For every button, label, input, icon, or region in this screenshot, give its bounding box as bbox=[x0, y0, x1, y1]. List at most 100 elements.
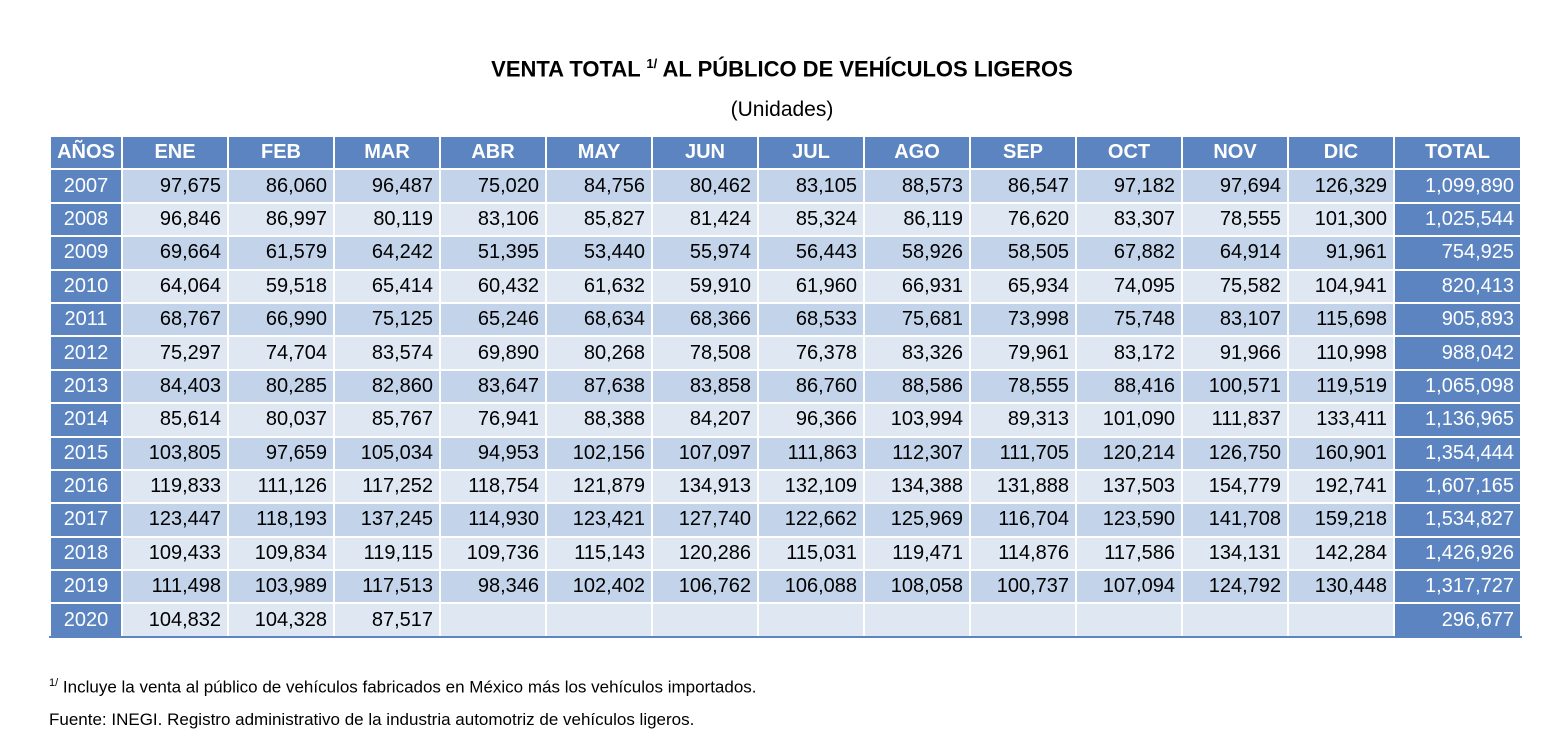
value-cell: 80,462 bbox=[651, 168, 759, 204]
value-cell: 84,403 bbox=[121, 368, 229, 405]
value-cell: 88,586 bbox=[863, 368, 971, 405]
value-cell: 134,388 bbox=[863, 468, 971, 505]
value-cell: 64,242 bbox=[333, 235, 441, 271]
value-cell: 83,307 bbox=[1075, 201, 1183, 238]
value-cell: 73,998 bbox=[969, 301, 1077, 338]
table-row: 2014 85,614 80,037 85,767 76,941 88,388 84,207… bbox=[49, 402, 1522, 438]
value-cell: 101,300 bbox=[1287, 201, 1395, 238]
table-row: 2009 69,664 61,579 64,242 51,395 53,440 55,974… bbox=[49, 235, 1522, 271]
value-cell: 112,307 bbox=[863, 435, 971, 471]
value-cell: 117,513 bbox=[333, 569, 441, 605]
value-cell: 126,750 bbox=[1181, 435, 1289, 471]
value-cell: 87,638 bbox=[545, 368, 653, 405]
value-cell: 103,994 bbox=[863, 402, 971, 438]
total-cell: 1,065,098 bbox=[1393, 368, 1522, 405]
value-cell: 80,119 bbox=[333, 201, 441, 238]
year-cell: 2008 bbox=[49, 201, 123, 238]
value-cell: 76,378 bbox=[757, 335, 865, 371]
year-cell: 2013 bbox=[49, 368, 123, 405]
value-cell: 75,020 bbox=[439, 168, 547, 204]
value-cell: 81,424 bbox=[651, 201, 759, 238]
value-cell: 78,555 bbox=[1181, 201, 1289, 238]
total-cell: 1,607,165 bbox=[1393, 468, 1522, 505]
value-cell: 192,741 bbox=[1287, 468, 1395, 505]
value-cell: 83,326 bbox=[863, 335, 971, 371]
subtitle: (Unidades) bbox=[730, 98, 834, 121]
total-cell: 820,413 bbox=[1393, 268, 1522, 304]
value-cell: 97,694 bbox=[1181, 168, 1289, 204]
value-cell: 123,421 bbox=[545, 502, 653, 538]
value-cell: 83,647 bbox=[439, 368, 547, 405]
column-header: SEP bbox=[969, 134, 1077, 171]
value-cell: 103,989 bbox=[227, 569, 335, 605]
value-cell bbox=[969, 602, 1077, 638]
year-cell: 2014 bbox=[49, 402, 123, 438]
value-cell: 75,125 bbox=[333, 301, 441, 338]
year-cell: 2015 bbox=[49, 435, 123, 471]
year-cell: 2011 bbox=[49, 301, 123, 338]
column-header: TOTAL bbox=[1393, 134, 1522, 171]
value-cell: 123,590 bbox=[1075, 502, 1183, 538]
table-row: 2017 123,447 118,193 137,245 114,930 123,421 1… bbox=[49, 502, 1522, 538]
table-row: 2020 104,832 104,328 87,517 296,677 bbox=[49, 602, 1522, 638]
column-header: DIC bbox=[1287, 134, 1395, 171]
total-cell: 1,317,727 bbox=[1393, 569, 1522, 605]
value-cell: 66,990 bbox=[227, 301, 335, 338]
value-cell: 83,172 bbox=[1075, 335, 1183, 371]
value-cell: 103,805 bbox=[121, 435, 229, 471]
value-cell: 132,109 bbox=[757, 468, 865, 505]
value-cell: 119,519 bbox=[1287, 368, 1395, 405]
value-cell: 64,064 bbox=[121, 268, 229, 304]
value-cell: 75,681 bbox=[863, 301, 971, 338]
value-cell: 118,754 bbox=[439, 468, 547, 505]
value-cell: 114,876 bbox=[969, 535, 1077, 572]
value-cell: 124,792 bbox=[1181, 569, 1289, 605]
value-cell: 86,547 bbox=[969, 168, 1077, 204]
column-header: ABR bbox=[439, 134, 547, 171]
value-cell: 109,433 bbox=[121, 535, 229, 572]
footnote-text: Incluye la venta al público de vehículos… bbox=[62, 677, 757, 697]
value-cell: 61,632 bbox=[545, 268, 653, 304]
value-cell: 65,246 bbox=[439, 301, 547, 338]
value-cell: 68,767 bbox=[121, 301, 229, 338]
value-cell: 94,953 bbox=[439, 435, 547, 471]
value-cell: 111,837 bbox=[1181, 402, 1289, 438]
title-text: VENTA TOTAL bbox=[491, 56, 641, 82]
total-cell: 1,426,926 bbox=[1393, 535, 1522, 572]
column-header: MAR bbox=[333, 134, 441, 171]
value-cell bbox=[545, 602, 653, 638]
value-cell: 101,090 bbox=[1075, 402, 1183, 438]
value-cell: 65,414 bbox=[333, 268, 441, 304]
year-cell: 2018 bbox=[49, 535, 123, 572]
value-cell: 108,058 bbox=[863, 569, 971, 605]
total-cell: 905,893 bbox=[1393, 301, 1522, 338]
value-cell: 83,574 bbox=[333, 335, 441, 371]
value-cell: 75,582 bbox=[1181, 268, 1289, 304]
value-cell: 64,914 bbox=[1181, 235, 1289, 271]
value-cell: 114,930 bbox=[439, 502, 547, 538]
value-cell: 119,833 bbox=[121, 468, 229, 505]
value-cell: 109,834 bbox=[227, 535, 335, 572]
table-row: 2008 96,846 86,997 80,119 83,106 85,827 81,424… bbox=[49, 201, 1522, 238]
total-cell: 1,354,444 bbox=[1393, 435, 1522, 471]
footnote: 1/ Incluye la venta al público de vehícu… bbox=[49, 677, 757, 698]
value-cell: 102,156 bbox=[545, 435, 653, 471]
value-cell: 111,705 bbox=[969, 435, 1077, 471]
value-cell: 159,218 bbox=[1287, 502, 1395, 538]
column-header: AGO bbox=[863, 134, 971, 171]
value-cell: 88,573 bbox=[863, 168, 971, 204]
value-cell: 116,704 bbox=[969, 502, 1077, 538]
value-cell: 75,748 bbox=[1075, 301, 1183, 338]
value-cell: 67,882 bbox=[1075, 235, 1183, 271]
value-cell: 86,060 bbox=[227, 168, 335, 204]
value-cell: 86,760 bbox=[757, 368, 865, 405]
value-cell: 119,115 bbox=[333, 535, 441, 572]
value-cell: 97,182 bbox=[1075, 168, 1183, 204]
value-cell: 130,448 bbox=[1287, 569, 1395, 605]
title: VENTA TOTAL 1/ AL PÚBLICO DE VEHÍCULOS L… bbox=[0, 56, 1564, 82]
table-body: 2007 97,675 86,060 96,487 75,020 84,756 80,462… bbox=[49, 168, 1522, 638]
value-cell: 65,934 bbox=[969, 268, 1077, 304]
value-cell: 80,285 bbox=[227, 368, 335, 405]
